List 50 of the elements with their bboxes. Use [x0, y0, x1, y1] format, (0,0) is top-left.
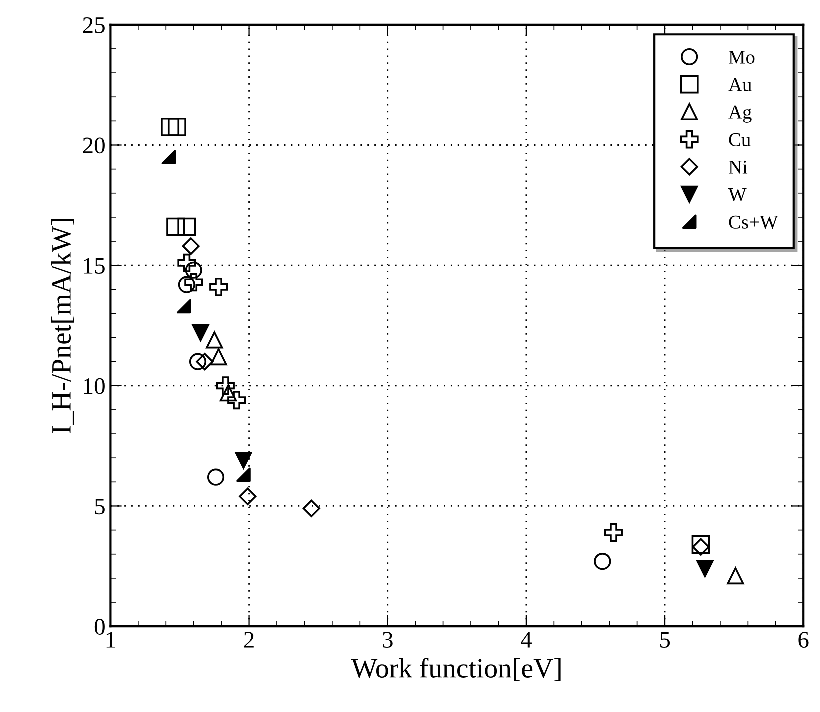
legend-label: Cu: [729, 133, 751, 146]
y-tick-label: 0: [94, 619, 105, 635]
point: [604, 523, 623, 542]
point: [302, 500, 320, 518]
point: [168, 118, 186, 136]
y-tick-label: 10: [84, 378, 105, 394]
point: [594, 553, 612, 570]
x-tick-label: 5: [660, 632, 670, 648]
point: [178, 254, 196, 272]
point: [727, 567, 744, 585]
legend-label: Mo: [729, 51, 755, 64]
point: [184, 273, 204, 292]
y-tick-label: 15: [84, 258, 105, 274]
point: [161, 118, 180, 136]
point: [176, 299, 192, 314]
point: [220, 384, 238, 402]
point: [189, 353, 207, 370]
legend-label: Cs+W: [729, 216, 778, 230]
point: [207, 468, 225, 486]
y-tick-label: 5: [95, 498, 105, 515]
point: [178, 276, 196, 294]
point: [166, 218, 186, 236]
legend-label: Ag: [728, 106, 752, 123]
legend-label: W: [728, 188, 747, 202]
point: [210, 348, 228, 366]
point: [178, 218, 196, 236]
x-tick-label: 2: [244, 632, 254, 648]
point: [235, 452, 252, 470]
legend-label: Ni: [729, 160, 748, 174]
x-tick-label: 3: [383, 632, 393, 648]
point: [228, 391, 246, 410]
x-tick-label: 4: [521, 632, 532, 648]
point: [236, 468, 251, 482]
point: [182, 238, 200, 256]
point: [206, 332, 224, 349]
y-tick-label: 25: [83, 17, 105, 34]
point: [210, 278, 228, 296]
point: [216, 376, 235, 396]
y-axis-title: I_H-/Pnet[mA/kW]: [51, 219, 74, 434]
x-tick-label: 6: [798, 632, 809, 648]
point: [162, 150, 176, 164]
y-tick-label: 20: [83, 138, 105, 154]
point: [696, 560, 714, 578]
point: [192, 324, 210, 342]
point: [196, 353, 214, 371]
x-tick-label: 1: [106, 632, 116, 648]
legend-label: Au: [728, 78, 752, 92]
x-axis-title: Work function[eV]: [351, 658, 561, 682]
point: [239, 488, 257, 506]
point: [185, 262, 202, 279]
